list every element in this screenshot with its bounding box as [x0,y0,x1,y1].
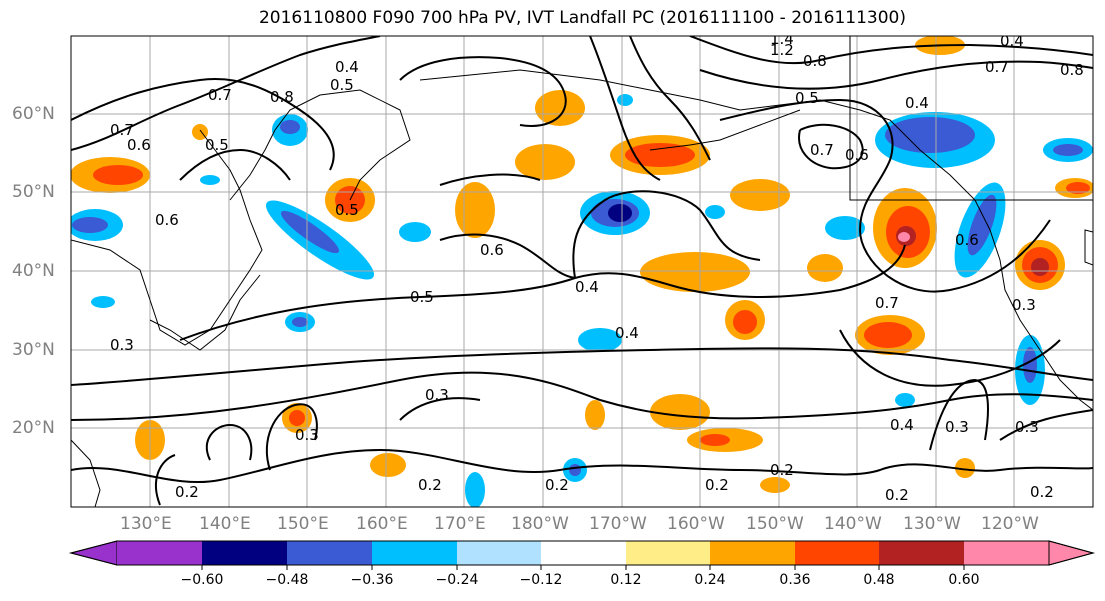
lon-label: 160°E [356,514,408,534]
contour-label: 0.6 [480,241,504,259]
contour-label: 0.3 [945,418,969,436]
contour-label: 0.7 [110,121,134,139]
colorbar-tick: 0.12 [610,572,642,588]
contour-label: 0.2 [418,476,442,494]
pv-contours [71,36,1093,506]
lat-label: 20°N [12,418,55,438]
colorbar-tick: −0.36 [350,572,394,588]
contour-label: 0.5 [330,76,354,94]
lon-label: 170°E [434,514,486,534]
contour-label: 0.4 [1000,32,1024,50]
contour-label: 0.3 [110,336,134,354]
colorbar-tick: −0.48 [265,572,309,588]
contour-label: 0.3 [425,386,449,404]
contour-label: 0.4 [575,278,599,296]
contour-label: 0.6 [155,211,179,229]
contour-label: 0.2 [885,486,909,504]
lon-label: 160°W [667,514,725,534]
contour-label: 0.5 [795,89,819,107]
lon-label: 170°W [589,514,647,534]
contour-label: 0.6 [127,136,151,154]
contour-label: 0.5 [410,288,434,306]
graticule [71,36,1093,507]
lon-label: 150°W [746,514,804,534]
map-area: 0.7 0.8 0.5 0.4 0.6 0.5 0.6 0.7 0.4 0.5 … [71,30,1093,507]
contour-label: 0.3 [295,426,319,444]
contour-label: 0.2 [545,476,569,494]
contour-label: 0.5 [205,136,229,154]
colorbar-extend-high [1048,540,1095,566]
contour-label: 0.3 [1015,418,1039,436]
colorbar-tick: 0.48 [863,572,895,588]
colorbar-extend-low [69,540,118,566]
lon-label: 150°E [277,514,329,534]
contour-label: 1.2 [770,41,794,59]
contour-label: 0.4 [335,58,359,76]
lon-label: 140°W [824,514,882,534]
colorbar-tick: 0.24 [694,572,726,588]
lon-label: 180°W [511,514,569,534]
lon-label: 130°W [903,514,961,534]
contour-label: 0.6 [845,146,869,164]
lat-label: 60°N [12,104,55,124]
colorbar-tick: −0.24 [435,572,479,588]
lon-label: 130°E [120,514,172,534]
lon-label: 140°E [199,514,251,534]
colorbar-tick: 0.60 [948,572,980,588]
anomaly-fills [71,36,1093,507]
contour-label: 0.2 [1030,483,1054,501]
contour-label: 0.8 [1060,61,1084,79]
contour-label: 0.4 [615,324,639,342]
map-title: 2016110800 F090 700 hPa PV, IVT Landfall… [258,8,906,28]
colorbar-tick: 0.36 [779,572,811,588]
contour-label: 0.7 [810,141,834,159]
contour-label: 0.8 [803,52,827,70]
contour-labels: 0.7 0.8 0.5 0.4 0.6 0.5 0.6 0.7 0.4 0.5 … [110,30,1084,504]
contour-label: 0.7 [985,58,1009,76]
contour-label: 0.4 [890,416,914,434]
contour-label: 0.7 [875,294,899,312]
colorbar [69,540,1095,570]
contour-label: 0.8 [270,88,294,106]
lon-label: 120°W [981,514,1039,534]
contour-label: 0.5 [335,201,359,219]
lat-label: 40°N [12,261,55,281]
contour-label: 0.3 [1012,296,1036,314]
colorbar-tick: −0.12 [519,572,563,588]
contour-label: 1.4 [770,30,794,48]
map-frame [70,35,1094,508]
contour-label: 0.2 [175,483,199,501]
colorbar-tick: −0.60 [180,572,224,588]
contour-label: 0.2 [705,476,729,494]
contour-label: 0.2 [770,461,794,479]
contour-label: 0.4 [905,94,929,112]
contour-label: 0.7 [208,86,232,104]
contour-label: 0.6 [955,231,979,249]
coastlines [71,36,1093,507]
lat-label: 30°N [12,340,55,360]
lat-label: 50°N [12,182,55,202]
